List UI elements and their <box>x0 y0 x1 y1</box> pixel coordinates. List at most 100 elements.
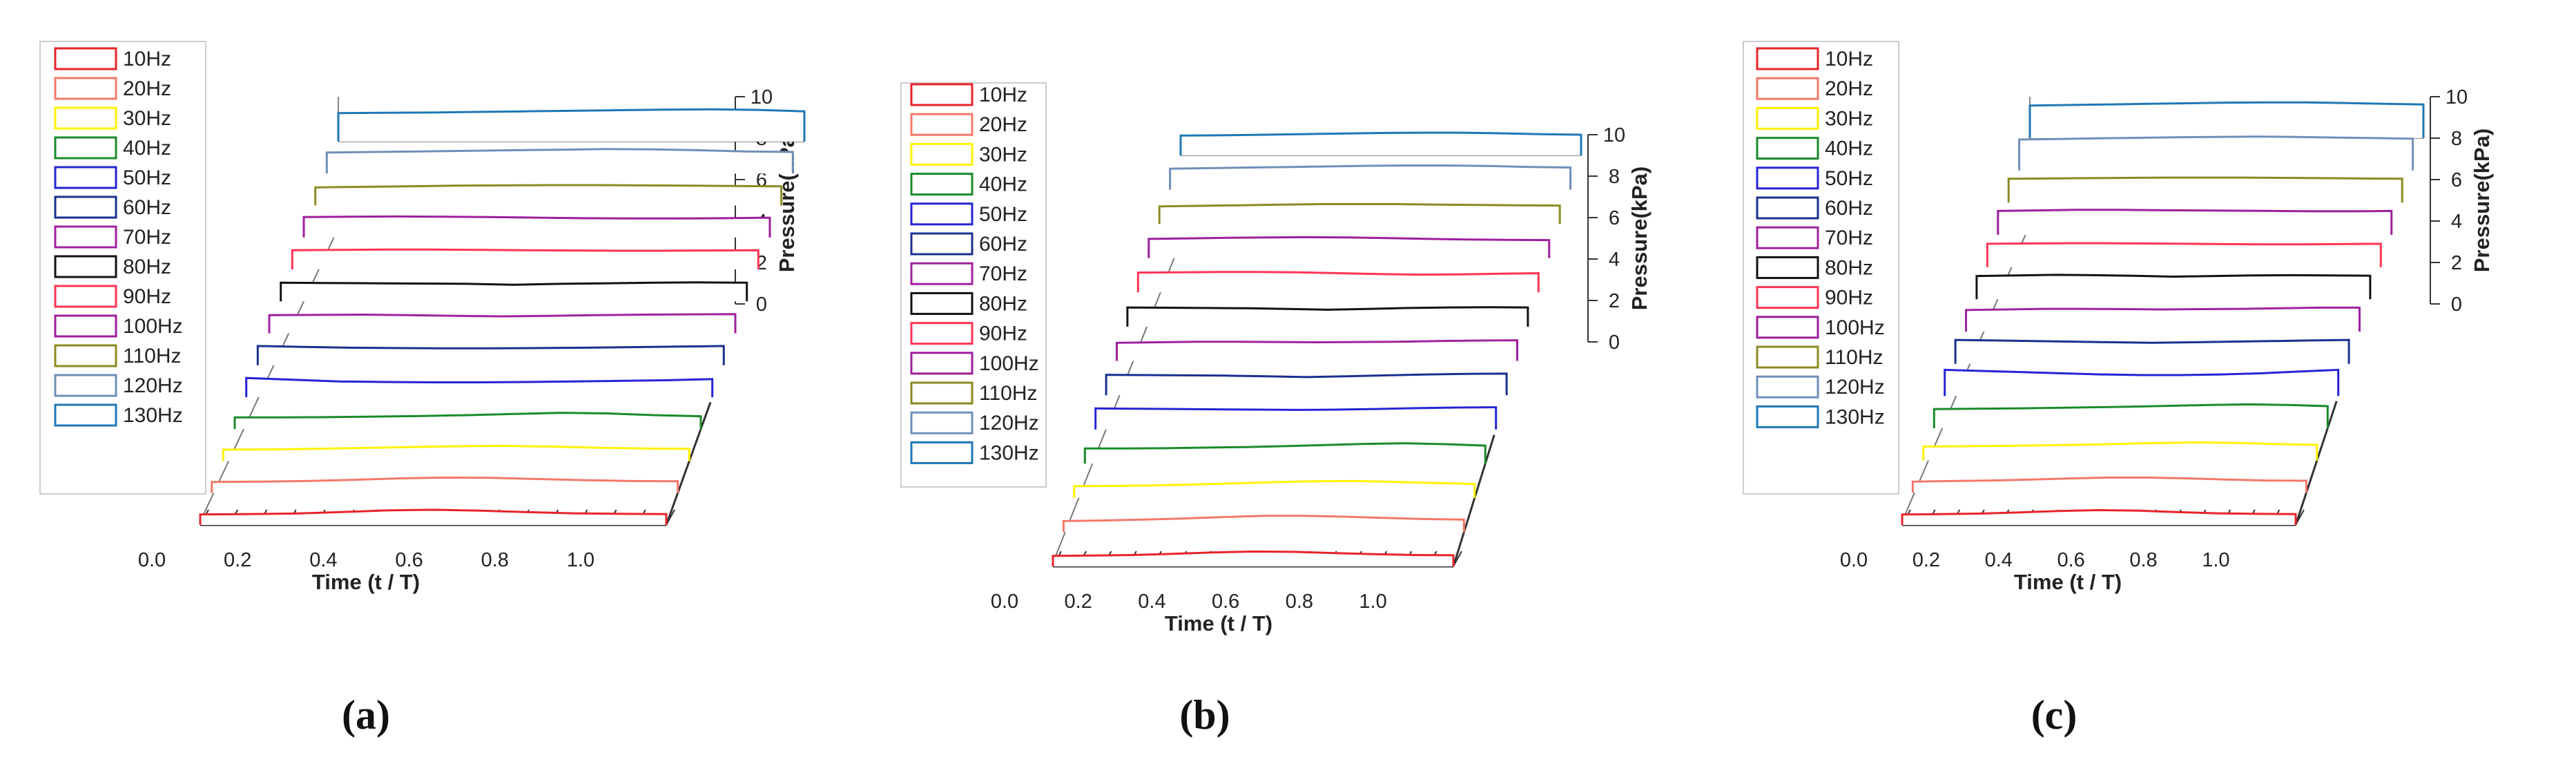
series-line-10Hz <box>1052 550 1455 566</box>
series-fill-60Hz <box>258 345 724 365</box>
series-fill-60Hz <box>1106 373 1507 396</box>
z-tick-label: 0 <box>2451 294 2462 316</box>
legend-swatch <box>54 403 117 427</box>
legend-label: 50Hz <box>123 166 171 189</box>
x-tick-label: 0.2 <box>1065 591 1092 613</box>
legend-label: 130Hz <box>1825 405 1885 428</box>
x-tick-label: 0.6 <box>1212 591 1239 613</box>
series-line-20Hz <box>1062 515 1465 533</box>
legend-label: 10Hz <box>123 48 171 70</box>
legend-swatch <box>910 232 974 256</box>
x-tick-label: 0.4 <box>1138 591 1165 613</box>
x-tick-label: 0.8 <box>481 549 509 571</box>
legend-label: 30Hz <box>979 143 1027 166</box>
series-line-130Hz <box>337 108 806 142</box>
legend-swatch <box>910 291 974 315</box>
legend-label: 70Hz <box>1825 227 1873 249</box>
legend-swatch <box>1756 316 1819 339</box>
legend-swatch <box>910 262 974 285</box>
series-fill-130Hz <box>338 109 804 142</box>
legend-label: 30Hz <box>1825 107 1873 130</box>
legend-swatch <box>910 142 974 166</box>
z-axis-label: Pressure(kPa) <box>1627 166 1652 311</box>
x-tick-label: 0.2 <box>224 549 251 571</box>
series-line-40Hz <box>233 412 702 430</box>
legend-swatch <box>910 441 974 464</box>
z-tick-label: 10 <box>1603 124 1625 146</box>
series-line-110Hz <box>314 184 783 206</box>
series-line-120Hz <box>325 148 794 174</box>
x-tick-label: 1.0 <box>2202 549 2229 571</box>
legend-label: 20Hz <box>123 77 171 100</box>
series-line-120Hz <box>1169 164 1572 190</box>
series-line-10Hz <box>1901 508 2297 525</box>
z-tick-label: 0 <box>1609 332 1620 354</box>
series-line-70Hz <box>1116 339 1518 361</box>
series-line-130Hz <box>1179 131 1582 155</box>
x-tick-label: 1.0 <box>567 549 594 571</box>
series-fill-30Hz <box>1923 442 2317 461</box>
legend-swatch <box>910 173 974 196</box>
series-line-120Hz <box>2018 135 2414 171</box>
depth-axis-line <box>1052 241 1181 564</box>
legend-label: 70Hz <box>123 226 171 249</box>
x-tick-label: 0.6 <box>2057 549 2084 571</box>
series-line-90Hz <box>291 248 759 269</box>
x-tick-label: 0.0 <box>138 549 166 571</box>
x-tick-label: 0.2 <box>1912 549 1940 571</box>
series-fill-100Hz <box>1148 237 1549 258</box>
x-tick-mark <box>666 509 675 526</box>
z-tick-label: 10 <box>2446 86 2468 108</box>
legend-swatch <box>54 374 117 397</box>
legend-swatch <box>54 285 117 308</box>
series-fill-120Hz <box>327 149 793 174</box>
x-tick-mark <box>2295 509 2305 526</box>
series-line-110Hz <box>1158 203 1561 224</box>
legend-swatch <box>54 314 117 338</box>
x-tick-label: 0.8 <box>1286 591 1313 613</box>
z-tick-label: 6 <box>2451 169 2462 191</box>
z-axis-label: Pressure(kPa) <box>2470 128 2494 273</box>
legend-label: 90Hz <box>979 323 1027 345</box>
legend-label: 90Hz <box>1825 287 1873 309</box>
series-line-130Hz <box>2028 101 2425 138</box>
series-fill-120Hz <box>2019 136 2413 171</box>
legend-swatch <box>54 77 117 100</box>
legend-swatch <box>1756 345 1819 369</box>
x-tick-label: 1.0 <box>1359 591 1386 613</box>
legend-label: 10Hz <box>1825 48 1873 70</box>
legend-label: 110Hz <box>1825 346 1883 369</box>
series-fill-60Hz <box>1955 340 2350 364</box>
legend-swatch <box>54 195 117 219</box>
legend-label: 120Hz <box>123 374 183 397</box>
legend-swatch <box>910 202 974 226</box>
legend-swatch <box>1756 137 1819 160</box>
legend-swatch <box>1756 226 1819 249</box>
legend-swatch <box>910 322 974 345</box>
legend-label: 100Hz <box>979 352 1039 375</box>
series-line-70Hz <box>268 313 737 334</box>
z-tick-label: 2 <box>1609 290 1620 312</box>
series-fill-110Hz <box>1159 204 1560 224</box>
chart-panel-b: 0.0 0.2 0.4 0.6 0.8 1.0 Time (t / T) 0 2 4 6 8 10Pre… <box>900 82 1652 738</box>
series-line-80Hz <box>1126 306 1529 327</box>
series-line-20Hz <box>1911 476 2307 493</box>
legend-label: 110Hz <box>123 345 182 367</box>
floor-right-edge <box>1452 434 1495 567</box>
floor-right-edge <box>665 401 712 526</box>
legend-label: 60Hz <box>123 196 171 219</box>
series-fill-50Hz <box>246 378 713 397</box>
series-fill-90Hz <box>1987 243 2381 267</box>
legend-swatch <box>910 381 974 405</box>
series-line-40Hz <box>1083 442 1486 464</box>
legend-label: 120Hz <box>979 412 1039 434</box>
series-line-100Hz <box>1997 209 2393 235</box>
legend-label: 50Hz <box>979 203 1027 226</box>
x-tick-label: 0.4 <box>309 549 337 571</box>
legend-swatch <box>1756 106 1819 130</box>
legend-label: 30Hz <box>123 107 171 130</box>
legend-frame <box>39 41 206 495</box>
chart-panel-c: 0.0 0.2 0.4 0.6 0.8 1.0 Time (t / T) 0 2 4 6 8 10Pre… <box>1743 41 2494 738</box>
legend-label: 70Hz <box>979 262 1027 285</box>
